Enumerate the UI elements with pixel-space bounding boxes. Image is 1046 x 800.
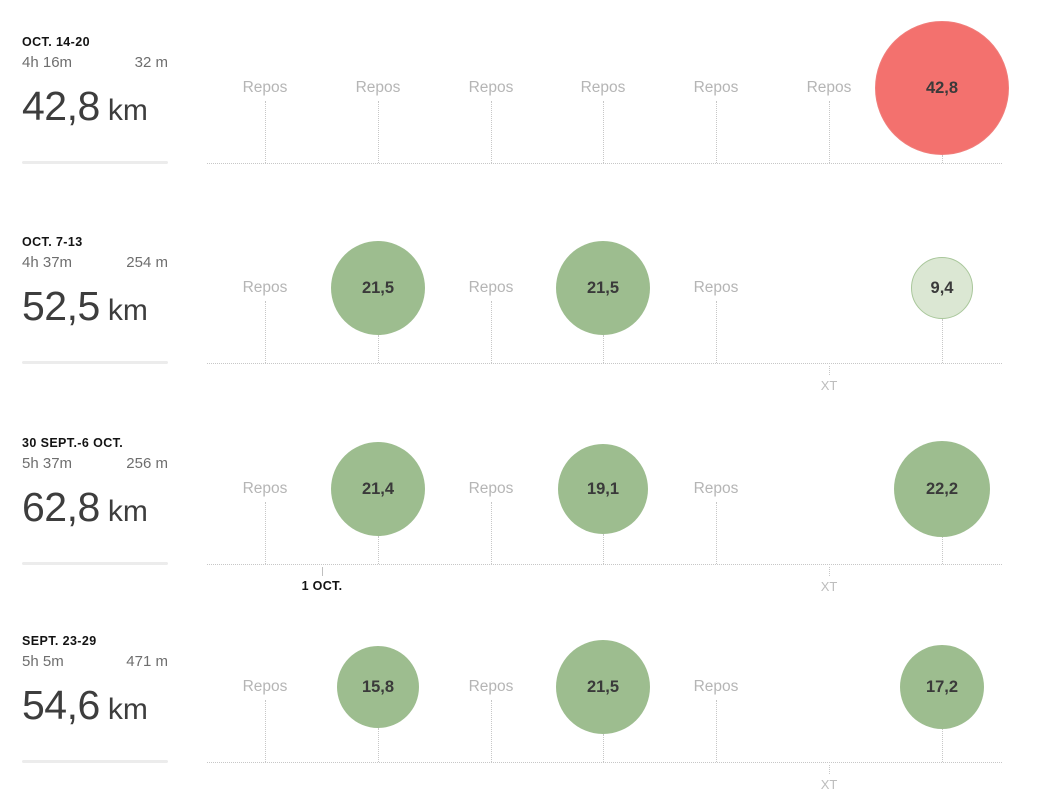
day-guideline [942,319,943,363]
rest-day-label: Repos [242,79,288,96]
sidebar-divider [22,562,168,565]
week-distance-unit: km [107,495,148,528]
day-guideline [603,335,604,363]
day-guideline [716,301,717,363]
week-time: 5h 5m [22,653,64,670]
month-start-label: 1 OCT. [301,579,343,593]
week-distance-value: 62,8 [22,484,100,530]
day-guideline [265,101,266,163]
activity-bubble[interactable]: 22,2 [894,441,990,537]
week-elevation: 32 m [134,54,168,71]
day-guideline [491,301,492,363]
day-guideline [491,101,492,163]
week-elevation: 256 m [126,455,168,472]
day-guideline [265,301,266,363]
rest-day-label: Repos [468,279,514,296]
week-distance: 54,6 km [22,684,148,727]
day-guideline [603,534,604,564]
week-baseline [207,163,1002,164]
week-elevation: 471 m [126,653,168,670]
week-distance: 62,8 km [22,486,148,529]
day-guideline [378,101,379,163]
day-guideline [265,502,266,564]
week-stats: 4h 16m 32 m [22,54,168,71]
activity-bubble[interactable]: 21,5 [556,640,650,734]
rest-day-label: Repos [806,79,852,96]
week-range-label: OCT. 14-20 [22,35,90,49]
rest-day-label: Repos [580,79,626,96]
week-baseline [207,564,1002,565]
day-guideline [603,734,604,762]
week-time: 4h 16m [22,54,73,71]
rest-day-label: Repos [693,480,739,497]
activity-bubble[interactable]: 17,2 [900,645,984,729]
rest-day-label: Repos [355,79,401,96]
rest-day-label: Repos [242,279,288,296]
week-stats: 4h 37m 254 m [22,254,168,271]
week-distance-value: 54,6 [22,682,100,728]
week-distance-value: 42,8 [22,83,100,129]
day-guideline [378,536,379,564]
day-guideline [265,700,266,762]
cross-training-label[interactable]: XT [820,777,838,792]
day-guideline [716,700,717,762]
day-guideline [378,335,379,363]
day-guideline [491,502,492,564]
week-summary[interactable]: SEPT. 23-29 5h 5m 471 m 54,6 km [22,634,168,764]
week-time: 4h 37m [22,254,73,271]
rest-day-label: Repos [468,79,514,96]
week-distance-unit: km [107,94,148,127]
xt-tick [829,567,830,576]
sidebar-divider [22,361,168,364]
week-distance-unit: km [107,693,148,726]
activity-bubble[interactable]: 21,5 [331,241,425,335]
rest-day-label: Repos [468,480,514,497]
week-summary[interactable]: OCT. 7-13 4h 37m 254 m 52,5 km [22,235,168,365]
activity-bubble[interactable]: 42,8 [875,21,1009,155]
week-summary[interactable]: OCT. 14-20 4h 16m 32 m 42,8 km [22,35,168,165]
rest-day-label: Repos [693,79,739,96]
week-baseline [207,762,1002,763]
sidebar-divider [22,161,168,164]
xt-tick [829,765,830,774]
week-range-label: SEPT. 23-29 [22,634,97,648]
day-guideline [716,101,717,163]
week-distance: 52,5 km [22,285,148,328]
cross-training-label[interactable]: XT [820,378,838,393]
week-time: 5h 37m [22,455,73,472]
rest-day-label: Repos [468,678,514,695]
day-guideline [942,155,943,163]
week-distance-unit: km [107,294,148,327]
rest-day-label: Repos [693,279,739,296]
week-summary[interactable]: 30 SEPT.-6 OCT. 5h 37m 256 m 62,8 km [22,436,168,566]
activity-bubble[interactable]: 21,4 [331,442,425,536]
week-distance: 42,8 km [22,85,148,128]
rest-day-label: Repos [242,480,288,497]
rest-day-label: Repos [693,678,739,695]
day-guideline [491,700,492,762]
week-range-label: 30 SEPT.-6 OCT. [22,436,124,450]
week-baseline [207,363,1002,364]
month-tick [322,567,323,576]
activity-bubble[interactable]: 19,1 [558,444,648,534]
week-elevation: 254 m [126,254,168,271]
activity-bubble[interactable]: 9,4 [911,257,973,319]
activity-bubble[interactable]: 15,8 [337,646,419,728]
week-range-label: OCT. 7-13 [22,235,83,249]
activity-bubble[interactable]: 21,5 [556,241,650,335]
rest-day-label: Repos [242,678,288,695]
day-guideline [378,728,379,762]
day-guideline [829,101,830,163]
week-stats: 5h 5m 471 m [22,653,168,670]
cross-training-label[interactable]: XT [820,579,838,594]
xt-tick [829,366,830,375]
week-distance-value: 52,5 [22,283,100,329]
day-guideline [603,101,604,163]
week-stats: 5h 37m 256 m [22,455,168,472]
day-guideline [942,537,943,564]
day-guideline [942,729,943,762]
day-guideline [716,502,717,564]
sidebar-divider [22,760,168,763]
